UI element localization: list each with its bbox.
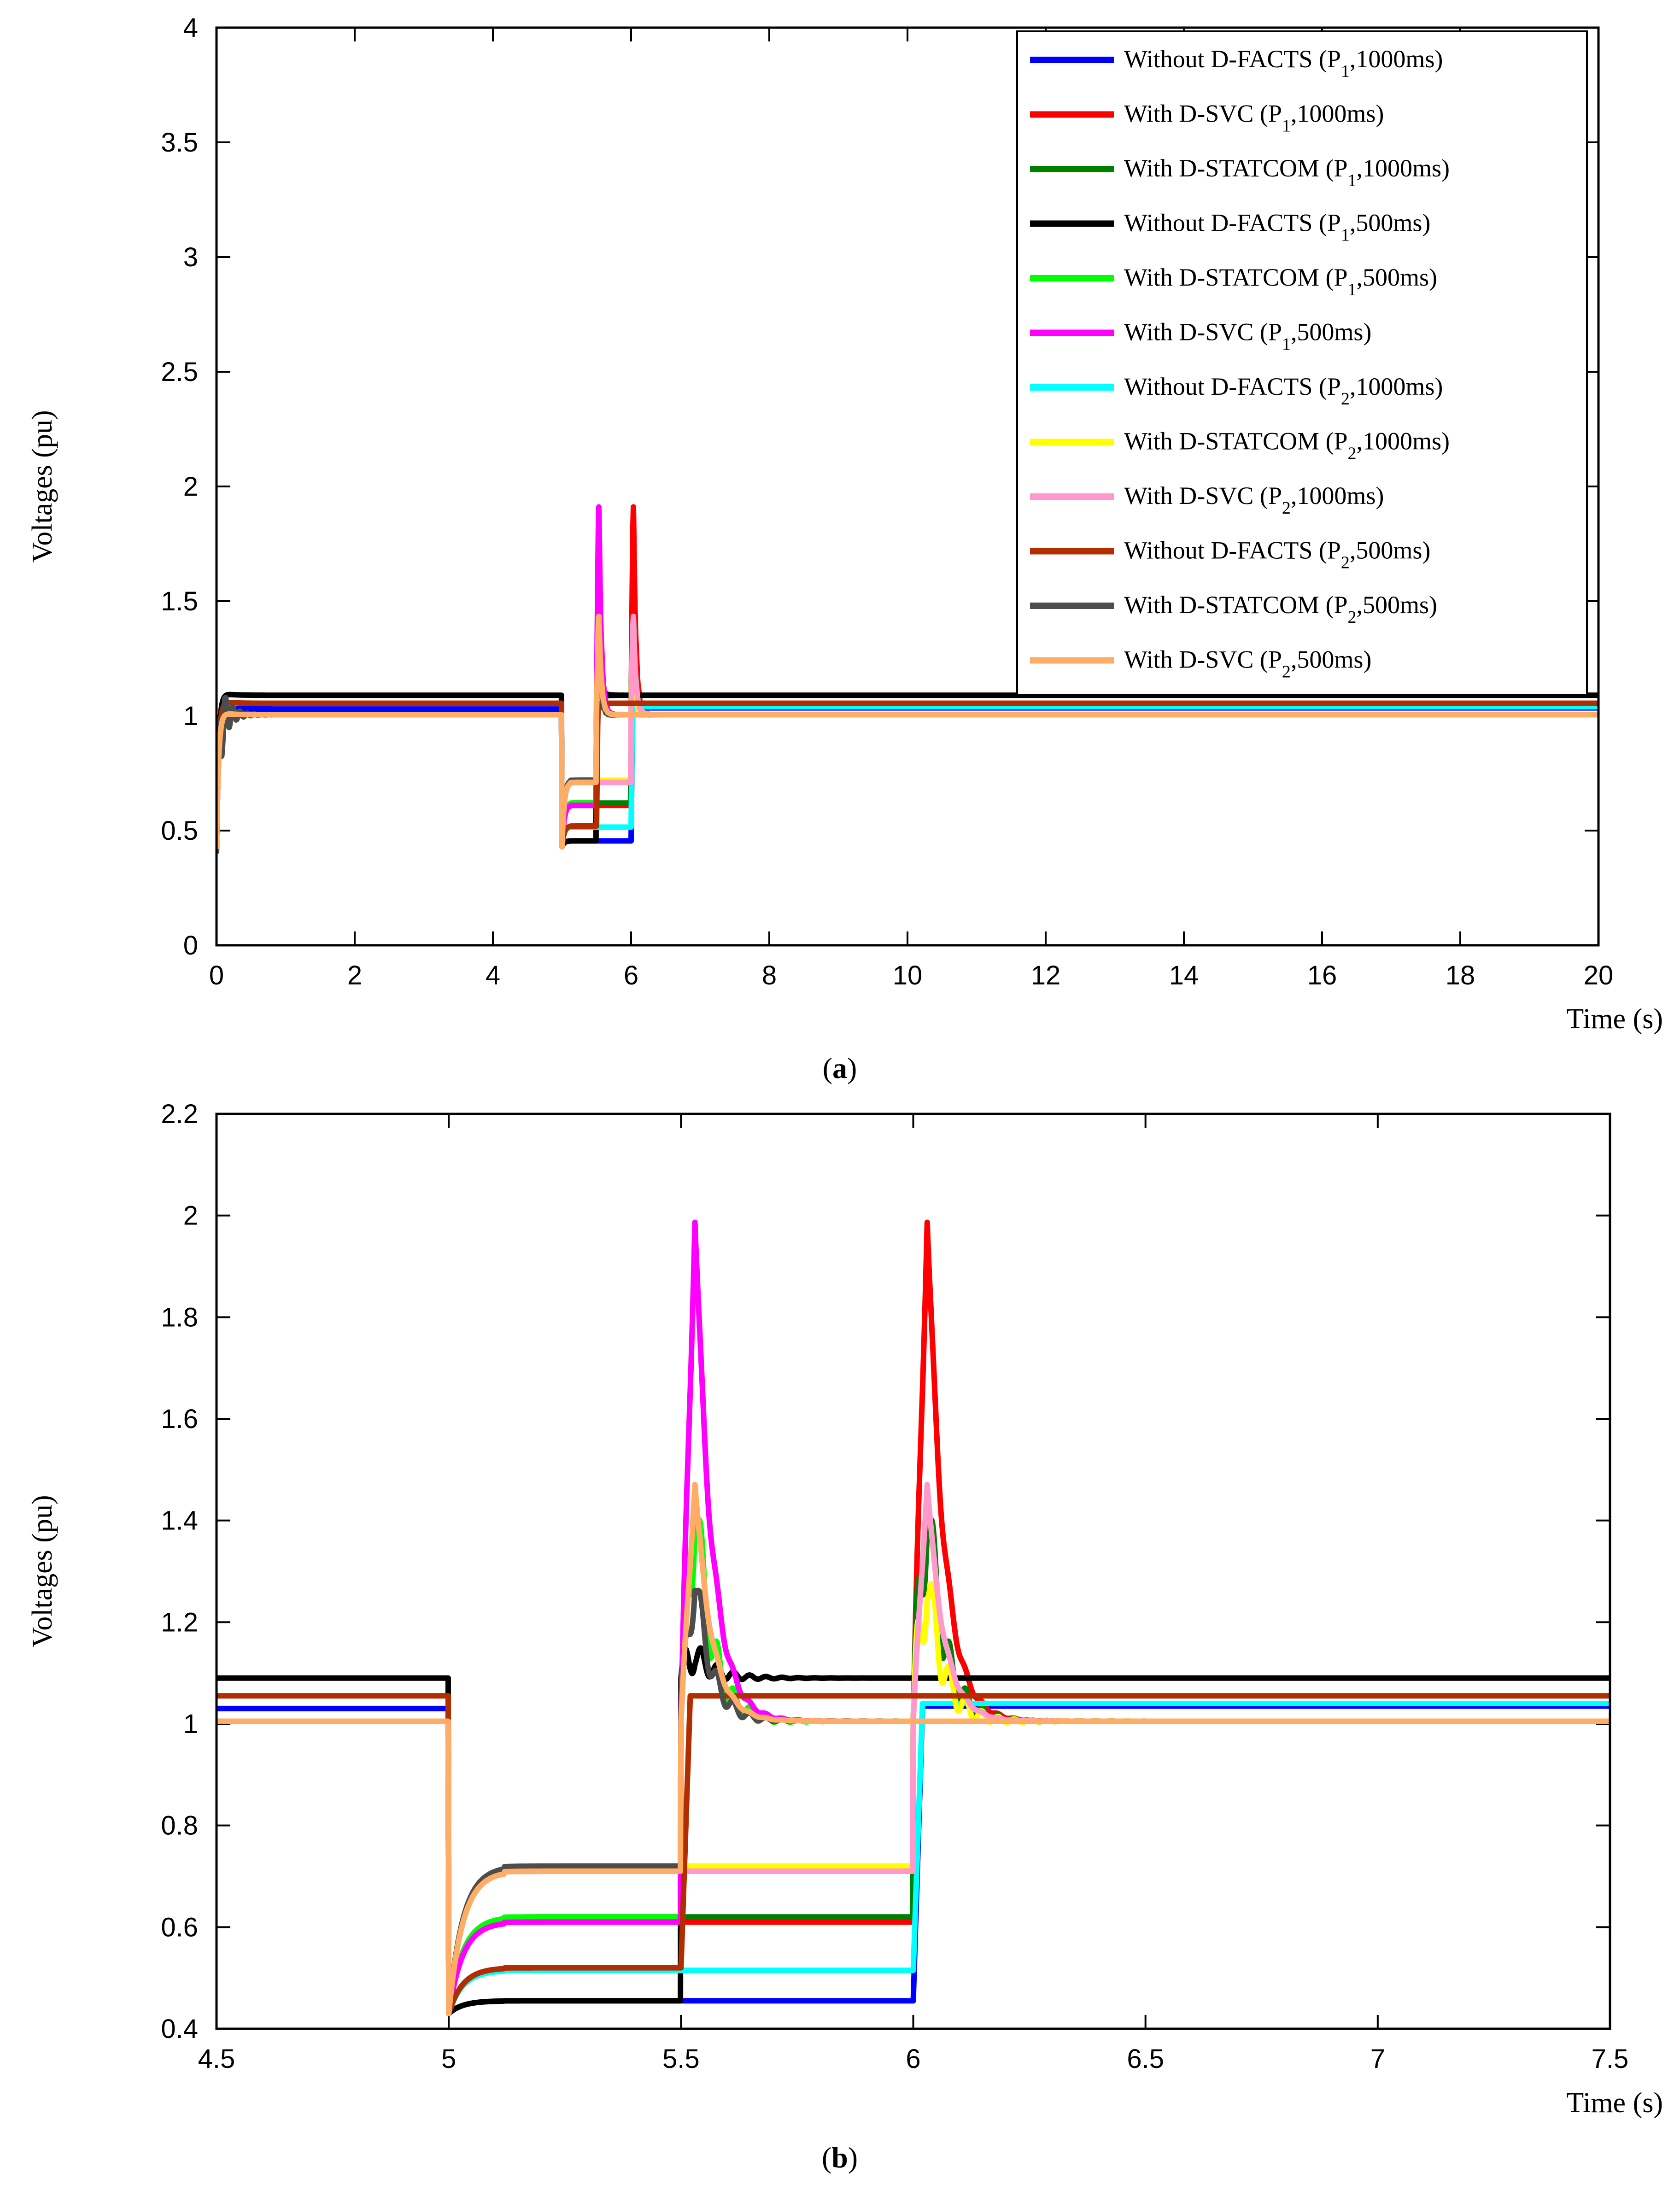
y-tick-label: 2.5 (161, 357, 198, 387)
chart-b-caption: (b) (822, 2141, 858, 2174)
x-tick-label: 6 (906, 2044, 920, 2074)
y-tick-label: 1.6 (161, 1404, 198, 1434)
chart-b: 4.5 5 5.5 6 6.5 7 7.5 0.4 0.6 0.8 1 1.2 1.4 1.6 1.8 2 2.… (27, 1099, 1663, 2174)
legend-label-s7: Without D-FACTS (P2,1000ms) (1124, 373, 1443, 409)
series-line-s12 (217, 614, 1598, 849)
chart-a-legend: Without D-FACTS (P1,1000ms) With D-SVC (P… (1016, 30, 1588, 696)
legend-label-s8: With D-STATCOM (P2,1000ms) (1124, 427, 1450, 463)
x-tick-label: 7 (1370, 2044, 1385, 2074)
x-tick-label: 10 (893, 960, 923, 990)
y-tick-label: 0.5 (161, 816, 198, 846)
legend-label-s10: Without D-FACTS (P2,500ms) (1124, 537, 1430, 573)
y-tick-label: 0 (183, 931, 198, 960)
chart-b-frame (215, 1113, 1611, 2030)
x-tick-label: 7.5 (1592, 2044, 1629, 2074)
x-tick-label: 12 (1031, 960, 1061, 990)
x-tick-label: 20 (1584, 960, 1614, 990)
chart-b-ticks: 4.5 5 5.5 6 6.5 7 7.5 0.4 0.6 0.8 1 1.2 1.4 1.6 1.8 2 2.… (161, 1099, 1628, 2074)
y-tick-label: 1.2 (161, 1607, 198, 1637)
y-tick-label: 1 (183, 1709, 198, 1739)
legend-label-s1: Without D-FACTS (P1,1000ms) (1124, 45, 1443, 81)
chart-a-frame (215, 26, 1600, 947)
x-tick-label: 18 (1446, 960, 1475, 990)
y-tick-label: 1.4 (161, 1506, 198, 1536)
x-tick-label: 14 (1169, 960, 1199, 990)
legend-label-s6: With D-SVC (P1,500ms) (1124, 318, 1371, 354)
series-line-s10 (217, 700, 1598, 849)
chart-a-caption: (a) (823, 1052, 857, 1084)
x-tick-label: 8 (762, 960, 777, 990)
chart-a-ylabel: Voltages (pu) (27, 410, 58, 562)
chart-b-series (217, 1219, 1610, 2016)
legend-label-s4: Without D-FACTS (P1,500ms) (1124, 209, 1430, 245)
y-tick-label: 0.6 (161, 1912, 198, 1942)
legend-label-s11: With D-STATCOM (P2,500ms) (1124, 591, 1437, 627)
y-tick-label: 0.4 (161, 2014, 198, 2044)
legend-label-s5: With D-STATCOM (P1,500ms) (1124, 264, 1437, 299)
y-tick-label: 4 (183, 13, 198, 43)
chart-a-xlabel: Time (s) (1566, 1003, 1663, 1035)
legend-box (1016, 30, 1588, 696)
chart-a-ticks: 0 2 4 6 8 10 12 14 16 18 20 0 0.5 1 1.5 2 2.5 3 3.5 4 (161, 13, 1613, 990)
y-tick-label: 2 (183, 472, 198, 502)
y-tick-label: 1.5 (161, 586, 198, 616)
x-tick-label: 5 (441, 2044, 456, 2074)
legend-label-s3: With D-STATCOM (P1,1000ms) (1124, 154, 1450, 190)
chart-a: 0 2 4 6 8 10 12 14 16 18 20 0 0.5 1 1.5 2 2.5 3 3.5 4 Witho… (27, 13, 1663, 1084)
x-tick-label: 4 (486, 960, 500, 990)
y-tick-label: 0.8 (161, 1811, 198, 1841)
y-tick-label: 3 (183, 242, 198, 272)
legend-label-s9: With D-SVC (P2,1000ms) (1124, 482, 1384, 518)
y-tick-label: 1.8 (161, 1302, 198, 1332)
legend-label-s2: With D-SVC (P1,1000ms) (1124, 100, 1384, 136)
x-tick-label: 6.5 (1127, 2044, 1164, 2074)
x-tick-label: 16 (1307, 960, 1337, 990)
chart-b-xlabel: Time (s) (1566, 2087, 1663, 2119)
y-tick-label: 2 (183, 1201, 198, 1231)
y-tick-label: 3.5 (161, 128, 198, 158)
x-tick-label: 0 (209, 960, 224, 990)
x-tick-label: 4.5 (198, 2044, 235, 2074)
x-tick-label: 5.5 (662, 2044, 700, 2074)
series-line-s12 (217, 1481, 1610, 2016)
legend-label-s12: With D-SVC (P2,500ms) (1124, 646, 1371, 682)
x-tick-label: 6 (624, 960, 638, 990)
chart-b-ylabel: Voltages (pu) (27, 1495, 58, 1647)
y-tick-label: 1 (183, 701, 198, 731)
x-tick-label: 2 (347, 960, 362, 990)
chart-a-series (217, 504, 1598, 854)
y-tick-label: 2.2 (161, 1099, 198, 1129)
